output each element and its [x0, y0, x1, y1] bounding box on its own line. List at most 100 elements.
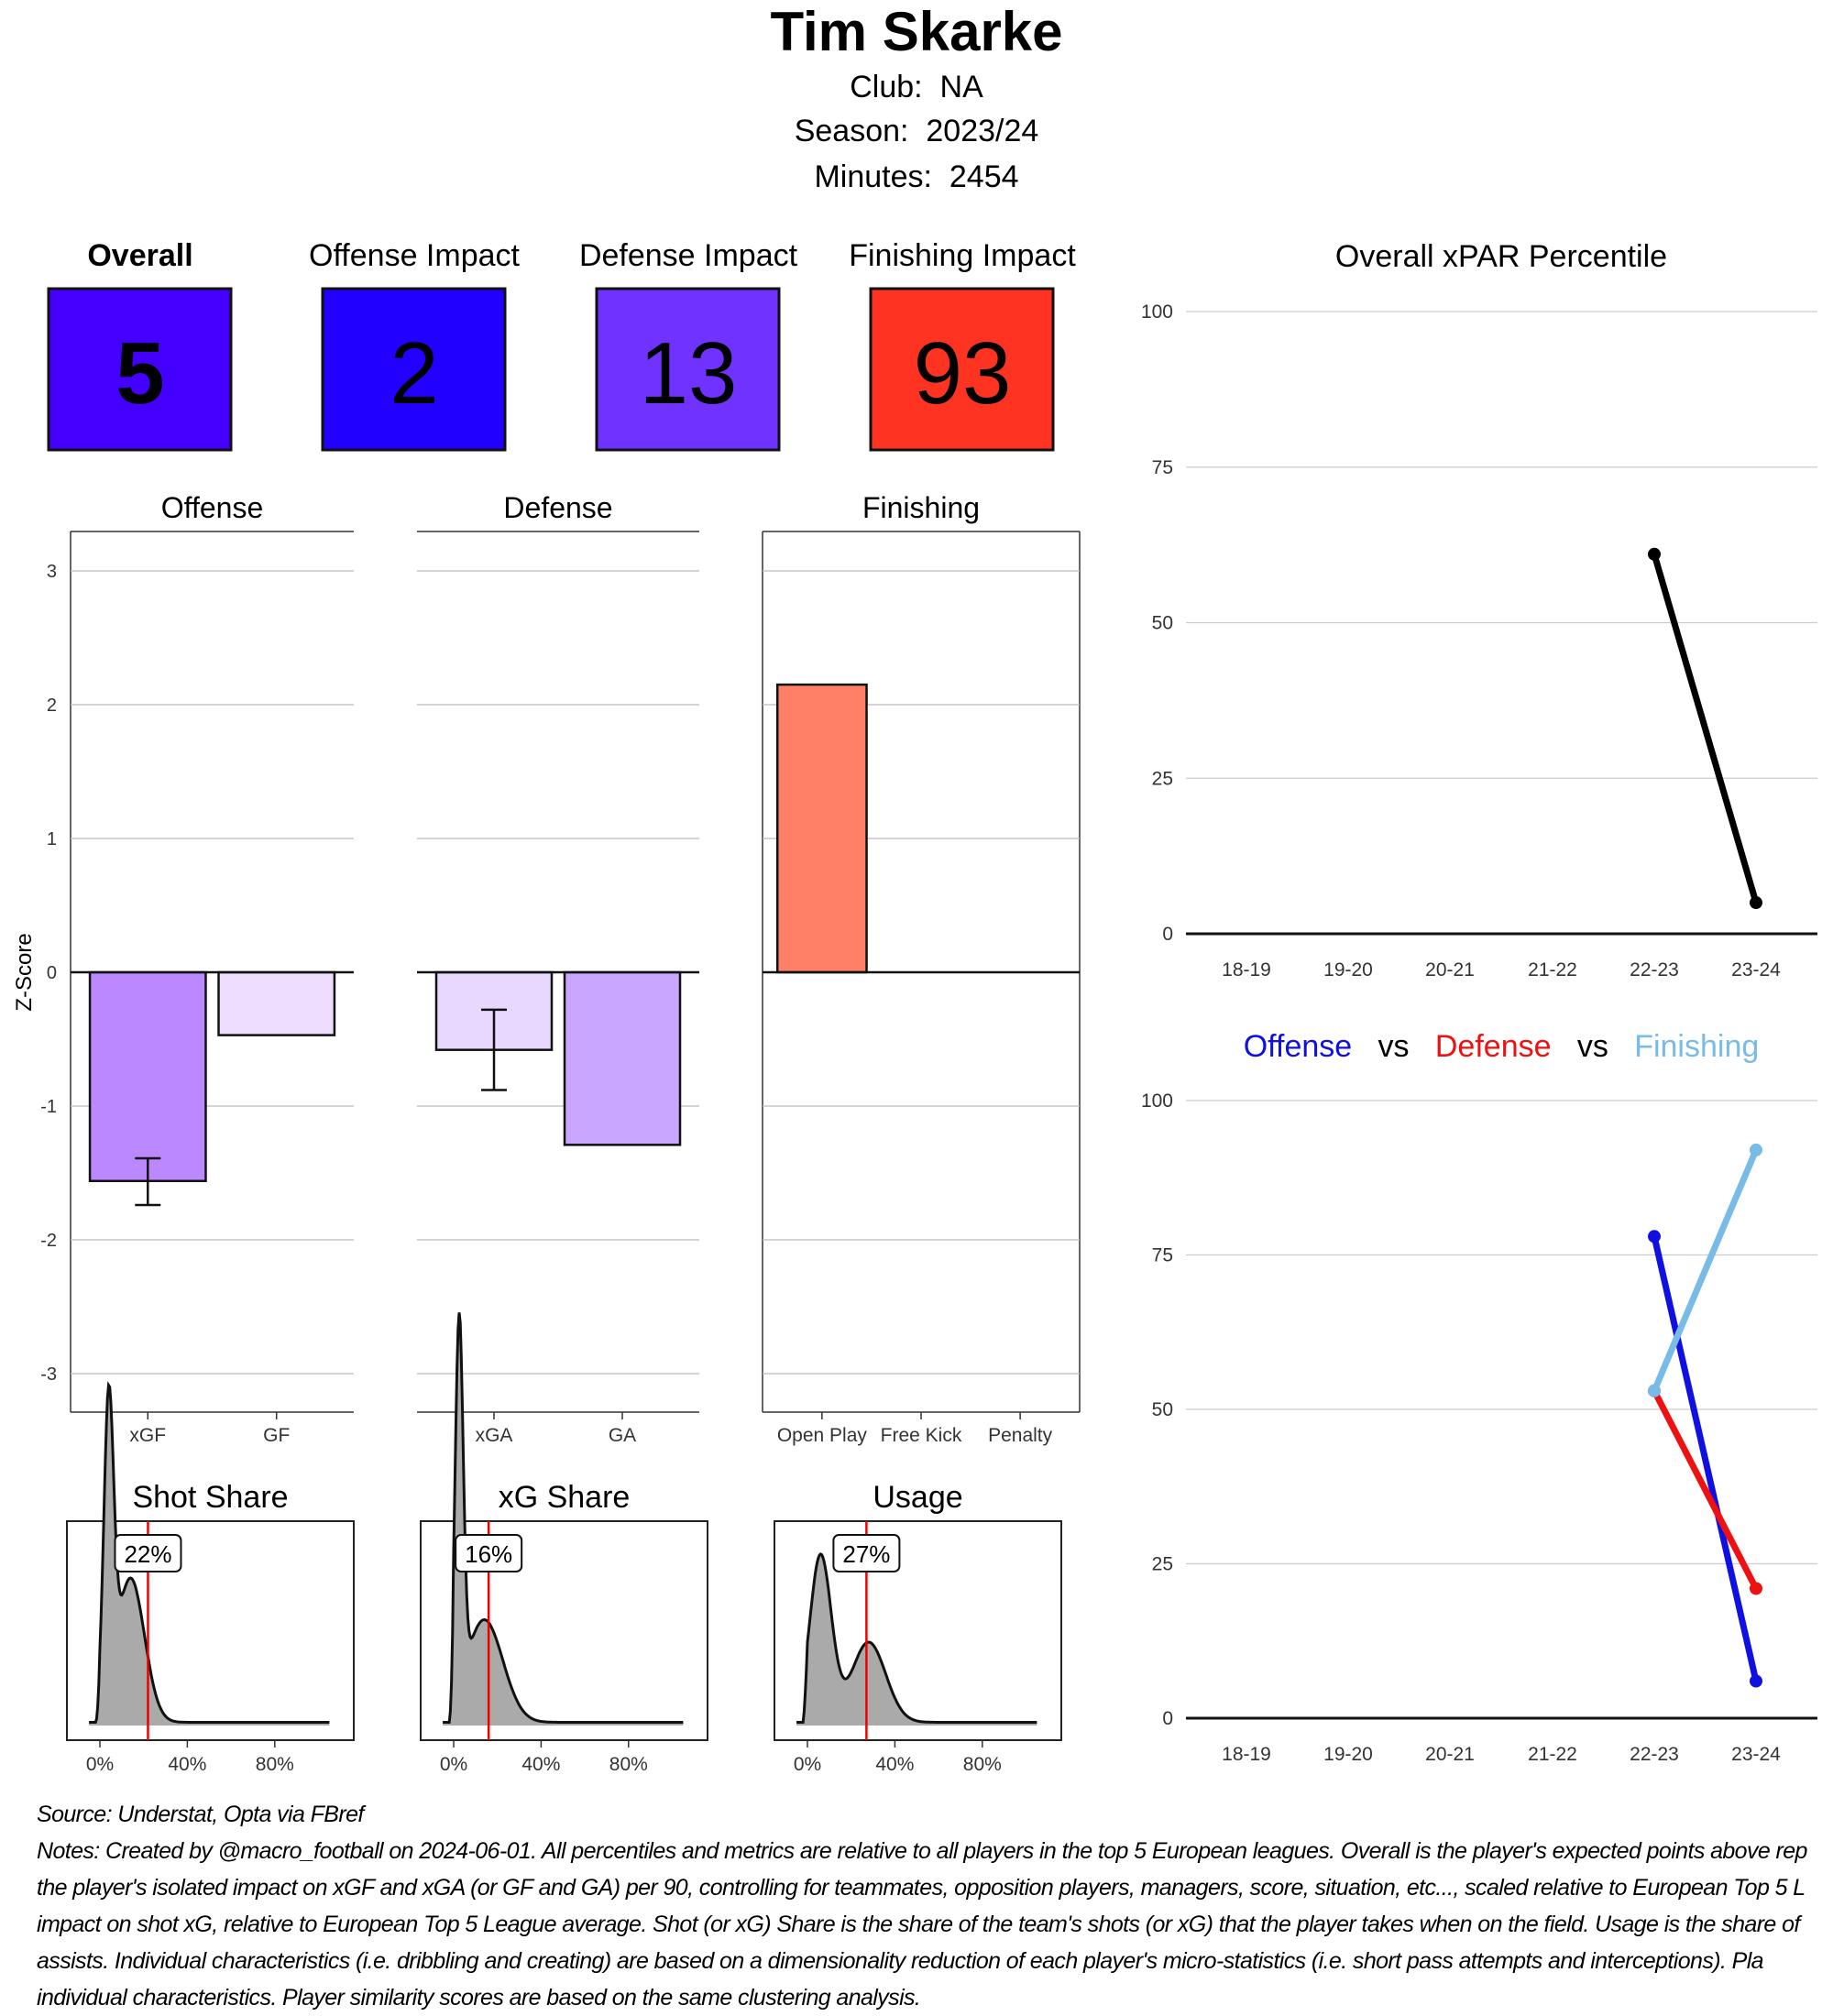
x-tick-label: 20-21 [1425, 959, 1475, 981]
series-line [1651, 1235, 1760, 1682]
y-tick-label: 2 [47, 696, 57, 716]
legend-entry: Finishing [1608, 1029, 1759, 1064]
x-tick-label: 18-19 [1222, 959, 1271, 981]
share-density-charts: Shot Share 22% 0% 40% 80% xG Share 16% 0% 40% 80%… [66, 1312, 1062, 1775]
x-tick-label: 80% [256, 1754, 294, 1775]
y-tick-label: 50 [1152, 1399, 1173, 1420]
y-tick-label: 0 [47, 963, 57, 983]
density-curve [796, 1552, 1037, 1724]
source-text: Source: Understat, Opta via FBref [37, 1802, 364, 1827]
impact-label: Defense Impact [579, 238, 798, 273]
x-tick-label: Penalty [988, 1425, 1053, 1446]
y-tick-label: 100 [1141, 301, 1173, 323]
x-tick-label: xGA [476, 1425, 513, 1446]
x-tick-label: 0% [794, 1754, 821, 1775]
x-tick-label: xGF [129, 1425, 166, 1446]
density-panel [774, 1520, 1062, 1741]
y-tick-label: 25 [1152, 768, 1173, 789]
x-tick-label: 21-22 [1528, 959, 1577, 981]
density-title: Shot Share [132, 1480, 288, 1515]
chart-title: Overall xPAR Percentile [1335, 239, 1667, 274]
impact-value: 2 [390, 324, 438, 422]
x-tick-label: 80% [609, 1754, 648, 1775]
facet-title: Offense [161, 491, 263, 524]
y-tick-label: 75 [1152, 457, 1173, 478]
player-value-label: 27% [842, 1540, 890, 1568]
x-tick-label: 22-23 [1630, 1744, 1679, 1765]
y-axis-label: Z-Score [12, 933, 37, 1011]
legend-entry: Defense [1410, 1029, 1552, 1064]
x-tick-label: Free Kick [881, 1425, 962, 1446]
series-point [1648, 1230, 1661, 1244]
density-area [443, 1312, 684, 1726]
x-tick-label: GF [263, 1425, 290, 1446]
bar [775, 683, 868, 974]
y-tick-label: 0 [1162, 924, 1173, 945]
x-tick-label: 40% [168, 1754, 206, 1775]
series-point [1648, 547, 1661, 561]
y-tick-label: -1 [40, 1097, 57, 1117]
y-tick-label: 50 [1152, 613, 1173, 634]
density-panel [420, 1520, 708, 1741]
impact-label: Offense Impact [309, 238, 520, 273]
y-tick-label: 0 [1162, 1708, 1173, 1729]
series-line [1651, 553, 1760, 904]
x-tick-label: 19-20 [1323, 959, 1373, 981]
club-label: Club: NA [850, 70, 983, 104]
x-tick-label: 19-20 [1323, 1744, 1373, 1765]
zscore-bar-chart: Z-Score 3 2 1 0 -1 -2 -3 Offense xGF GF Defense xGA G… [12, 491, 1081, 1446]
impact-box [869, 287, 1055, 452]
impact-value: 93 [914, 324, 1012, 422]
notes-line: assists. Individual characteristics (i.e… [37, 1948, 1764, 1974]
series-point [1750, 1143, 1762, 1156]
series-line [1651, 1148, 1760, 1393]
density-title: xG Share [499, 1480, 631, 1515]
impact-box [47, 287, 233, 452]
density-curve [89, 1381, 330, 1724]
y-tick-label: -2 [40, 1231, 57, 1251]
minutes-label: Minutes: 2454 [814, 159, 1018, 194]
x-tick-label: 18-19 [1222, 1744, 1271, 1765]
y-tick-label: -3 [40, 1364, 57, 1385]
player-value-label-box [832, 1534, 901, 1572]
bar [563, 970, 682, 1146]
bar [217, 970, 336, 1036]
x-tick-label: 21-22 [1528, 1744, 1577, 1765]
footer-notes: Source: Understat, Opta via FBref Notes:… [37, 1796, 1833, 2016]
density-area [89, 1385, 330, 1726]
legend-entry: Offense [1244, 1029, 1352, 1064]
season-label: Season: 2023/24 [795, 114, 1039, 148]
impact-boxes: Overall 5 Offense Impact 2 Defense Impact 13 F… [47, 238, 1076, 452]
series-line [1651, 1389, 1760, 1591]
player-value-label-box [114, 1534, 182, 1572]
density-panel [66, 1520, 355, 1741]
impact-box [321, 287, 507, 452]
player-name: Tim Skarke [770, 1, 1062, 62]
player-value-label: 16% [465, 1540, 512, 1568]
x-tick-label: 40% [875, 1754, 914, 1775]
player-value-label-box [455, 1534, 523, 1572]
series-point [1750, 1674, 1762, 1688]
y-tick-label: 1 [47, 829, 57, 849]
legend-entry: vs [1552, 1029, 1608, 1064]
legend-entry: vs [1352, 1029, 1409, 1064]
player-value-label: 22% [124, 1540, 171, 1568]
notes-line: the player's isolated impact on xGF and … [37, 1875, 1806, 1901]
notes-line: Notes: Created by @macro_football on 202… [37, 1838, 1807, 1864]
dashboard-canvas: Tim Skarke Club: NA Season: 2023/24 Minu… [12, 1, 1817, 1775]
x-tick-label: 80% [963, 1754, 1002, 1775]
impact-label: Overall [87, 238, 192, 273]
x-tick-label: 23-24 [1731, 1744, 1781, 1765]
impact-label: Finishing Impact [849, 238, 1076, 273]
y-tick-label: 3 [47, 562, 57, 582]
x-tick-label: 20-21 [1425, 1744, 1475, 1765]
series-point [1750, 896, 1762, 910]
bar [88, 970, 207, 1183]
notes-line: impact on shot xG, relative to European … [37, 1912, 1800, 1937]
facet-title: Defense [503, 491, 612, 524]
series-point [1648, 1384, 1661, 1397]
density-area [796, 1553, 1037, 1726]
x-tick-label: 40% [521, 1754, 560, 1775]
x-tick-label: GA [609, 1425, 636, 1446]
density-curve [443, 1312, 684, 1724]
